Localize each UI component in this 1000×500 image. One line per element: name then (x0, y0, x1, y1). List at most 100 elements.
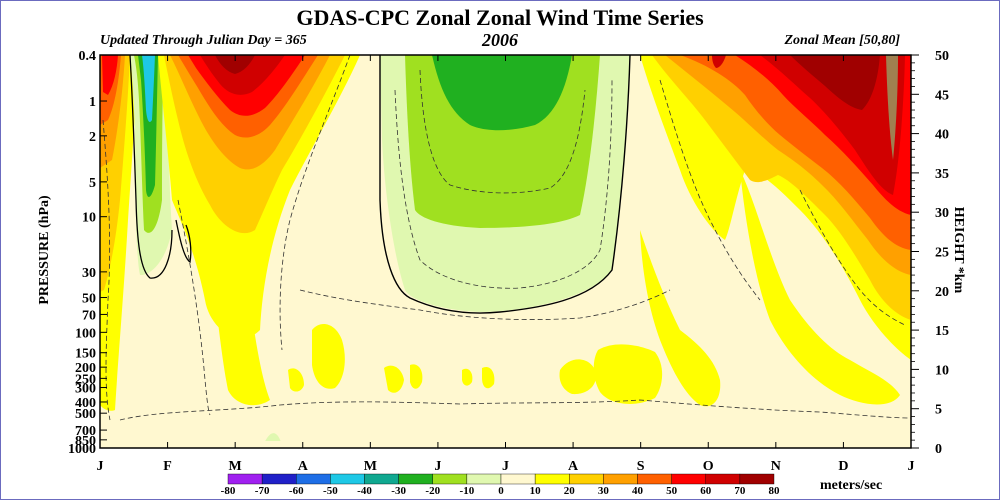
pressure-tick-label: 500 (75, 407, 96, 422)
trop-oct-10 (640, 230, 721, 407)
x-tick-label: J (434, 459, 441, 474)
trop-aug-10 (559, 359, 597, 395)
zero-contour-summer (379, 55, 631, 314)
jet-dec-80 (886, 55, 898, 160)
contour-8 (119, 399, 911, 421)
pressure-tick-label: 400 (75, 396, 96, 411)
negative-summer-20 (432, 55, 572, 131)
colorbar-swatch (671, 473, 706, 485)
x-tick-label: S (637, 459, 645, 474)
height-tick-label: 10 (935, 363, 949, 378)
pressure-tick-label: 200 (75, 361, 96, 376)
colorbar-swatch (739, 473, 775, 485)
colorbar-swatch (296, 473, 331, 485)
colorbar-swatch (569, 473, 604, 485)
height-tick-label: 5 (935, 403, 942, 418)
jet-fall-70 (790, 55, 880, 110)
x-tick-label: M (229, 459, 242, 474)
trop-nov-10 (740, 170, 900, 405)
colorbar-label: -50 (323, 485, 338, 497)
colorbar-swatch (603, 473, 638, 485)
chart-title: GDAS-CPC Zonal Zonal Wind Time Series (296, 5, 704, 30)
colorbar-label: 30 (598, 485, 610, 497)
height-tick-label: 30 (935, 206, 949, 221)
colorbar-label: 0 (498, 485, 504, 497)
pressure-tick-label: 150 (75, 347, 96, 362)
trop-mar-10 (211, 240, 270, 406)
height-tick-label: 20 (935, 285, 949, 300)
zero-contours (129, 55, 192, 279)
jet-mar-70 (215, 55, 255, 74)
colorbar-swatch (261, 473, 297, 485)
x-tick-label: J (97, 459, 104, 474)
height-tick-label: 0 (935, 442, 942, 457)
colorbar-label: -40 (357, 485, 372, 497)
units-label: meters/sec (820, 478, 882, 493)
jet-mar-60 (200, 55, 285, 95)
chart-subtitle-right: Zonal Mean [50,80] (784, 33, 901, 48)
colorbar-label: -80 (221, 485, 236, 497)
x-tick-label: J (908, 459, 915, 474)
trop-may-10 (384, 365, 404, 393)
colorbar-label: 70 (734, 485, 746, 497)
contour-4 (394, 79, 613, 289)
colorbar-label: -10 (460, 485, 475, 497)
colorbar-label: 40 (632, 485, 644, 497)
height-axis-label: HEIGHT *km (951, 207, 966, 294)
height-tick-label: 50 (935, 49, 949, 64)
colorbar-swatch (227, 473, 263, 485)
x-tick-label: J (502, 459, 509, 474)
colorbar-label: 20 (564, 485, 576, 497)
contour-lines (102, 55, 911, 421)
chart-year: 2006 (481, 30, 518, 50)
colorbar-label: -60 (289, 485, 304, 497)
height-tick-label: 35 (935, 167, 949, 182)
x-tick-label: O (703, 459, 714, 474)
contour-1 (102, 119, 111, 421)
height-tick-label: 25 (935, 246, 949, 261)
chart-subtitle-left: Updated Through Julian Day = 365 (100, 33, 307, 48)
pressure-tick-label: 1000 (68, 442, 96, 457)
contour-6 (659, 79, 761, 301)
pressure-tick-label: 850 (75, 434, 96, 449)
colorbar-label: -30 (391, 485, 406, 497)
trop-jul-10 (482, 366, 495, 389)
height-tick-label: 40 (935, 128, 949, 143)
pressure-tick-label: 1 (89, 95, 96, 110)
x-tick-label: F (163, 459, 172, 474)
pressure-tick-label: 70 (82, 308, 96, 323)
contour-5 (419, 69, 586, 194)
colorbar-swatch (330, 473, 365, 485)
contour-9 (299, 289, 671, 320)
colorbar-label: -70 (255, 485, 270, 497)
colorbar: -80 -70 -60 -50 -40 -30 -20 -10 0 10 20 30 40 50 60 70 8… (221, 473, 781, 497)
colorbar-label: -20 (425, 485, 440, 497)
pressure-tick-label: 250 (75, 372, 96, 387)
trop-sep-10 (593, 344, 663, 404)
zero-contour-feb (129, 55, 173, 279)
trop-apr-b-10 (288, 368, 304, 392)
pressure-tick-label: 5 (89, 176, 96, 191)
colorbar-swatch (432, 473, 468, 485)
x-tick-label: D (838, 459, 848, 474)
colorbar-label: 80 (769, 485, 781, 497)
zero-contour-feb-b (175, 219, 192, 264)
x-tick-label: N (771, 459, 781, 474)
jet-oct-60 (712, 55, 726, 68)
trop-apr-10 (312, 324, 345, 389)
jet-jan-50 (102, 55, 118, 95)
pressure-tick-label: 30 (82, 266, 96, 281)
x-tick-label: A (298, 459, 309, 474)
colorbar-label: 60 (700, 485, 712, 497)
colorbar-swatch (637, 473, 672, 485)
pressure-tick-label: 700 (75, 424, 96, 439)
trop-jun-10 (462, 368, 473, 386)
pressure-tick-label: 100 (75, 326, 96, 341)
negative-feb-30 (142, 55, 155, 122)
contour-2 (177, 199, 211, 416)
trop-may-b-10 (410, 364, 423, 389)
height-tick-label: 45 (935, 88, 949, 103)
colorbar-swatch (466, 473, 502, 485)
wind-field (100, 55, 911, 448)
